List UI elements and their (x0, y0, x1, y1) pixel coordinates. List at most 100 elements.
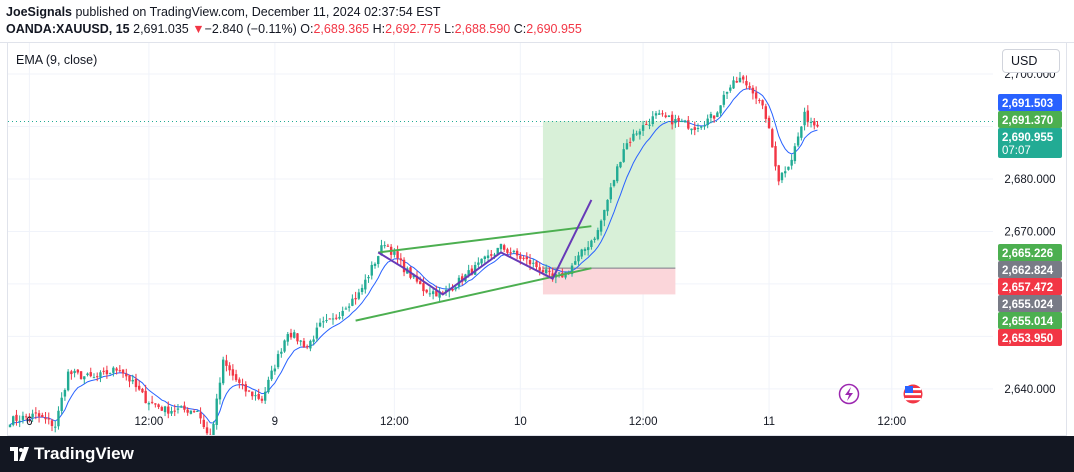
candle-body (212, 423, 215, 435)
candle (92, 373, 96, 379)
candle-body (738, 77, 742, 83)
price-change: −2.840 (−0.11%) (204, 22, 297, 36)
candle (270, 365, 273, 382)
candle (428, 287, 432, 297)
candle-body (254, 395, 257, 397)
currency-button[interactable]: USD (1002, 49, 1060, 73)
upper-trendline (378, 225, 592, 254)
candle-body (745, 81, 748, 86)
candle (125, 368, 128, 381)
candle-body (312, 339, 315, 342)
candle-body (664, 115, 667, 118)
candle (192, 408, 196, 413)
pattern-zigzag (377, 199, 593, 296)
candle-body (544, 269, 548, 274)
lower-trendline (355, 267, 592, 322)
candle-body (412, 274, 415, 278)
candle (115, 367, 118, 375)
candle-body (625, 143, 629, 150)
candle-body (202, 419, 205, 428)
candle-body (557, 272, 561, 274)
candle (260, 395, 264, 404)
candle-body (761, 100, 764, 106)
candle-body (31, 413, 34, 418)
candle (599, 219, 603, 236)
candle (108, 372, 112, 375)
candle-body (92, 377, 96, 379)
chart-pane[interactable]: 2,700.0002,690.0002,680.0002,670.0002,66… (7, 43, 1067, 436)
candle (732, 76, 735, 89)
target-zone (542, 121, 676, 269)
candle-body (593, 238, 596, 241)
candle-body (73, 370, 76, 374)
candle (703, 122, 706, 130)
us-flag-event-icon[interactable] (903, 384, 923, 404)
close-value: 2,690.955 (526, 22, 582, 36)
candle-body (335, 317, 338, 319)
symbol-label[interactable]: OANDA:XAUUSD, 15 (6, 22, 130, 36)
candle-body (506, 249, 509, 253)
candle-body (796, 136, 800, 146)
candle-body (315, 327, 319, 339)
candle (396, 245, 399, 265)
candle-body (12, 416, 15, 425)
candle-body (218, 382, 222, 400)
ohlc-line: OANDA:XAUUSD, 15 2,691.035 ▼−2.840 (−0.1… (6, 22, 582, 36)
candle (244, 381, 247, 397)
candle-body (493, 254, 496, 256)
candle (806, 105, 810, 127)
candle-body (628, 141, 632, 143)
candle-body (619, 161, 622, 168)
candle-body (683, 120, 687, 123)
candle-body (670, 114, 674, 125)
candle-body (102, 370, 105, 372)
candle (771, 127, 774, 148)
price-tag-countdown: 07:07 (1002, 145, 1031, 157)
candle-body (322, 321, 325, 323)
candle (205, 421, 209, 435)
ema-indicator-label[interactable]: EMA (9, close) (16, 53, 98, 67)
candle-body (160, 407, 164, 411)
candle-body (496, 247, 499, 255)
candle (622, 143, 625, 163)
candle (234, 369, 238, 382)
candle-body (399, 258, 403, 261)
candle (289, 328, 293, 340)
candle-body (548, 270, 551, 272)
candle (764, 103, 768, 123)
candle (570, 263, 574, 277)
candle (331, 313, 335, 325)
candle (477, 257, 480, 268)
candle (286, 331, 289, 346)
price-tag-value: 2,665.226 (1002, 248, 1053, 260)
candle (538, 262, 541, 276)
candle-body (616, 166, 619, 182)
price-tag-value: 2,691.503 (1002, 98, 1053, 110)
candle-body (247, 390, 251, 392)
candle (263, 387, 267, 404)
author-name[interactable]: JoeSignals (6, 5, 72, 19)
candle (399, 253, 403, 267)
candle-body (732, 80, 735, 89)
candle-body (354, 298, 357, 300)
y-tick-label: 2,680.000 (1004, 174, 1055, 186)
candle-body (157, 404, 160, 408)
candle-body (441, 292, 445, 294)
candle-body (238, 379, 241, 383)
candle (54, 420, 57, 433)
open-label: O: (300, 22, 314, 36)
candle-body (551, 273, 554, 278)
candle (761, 99, 764, 110)
candlestick-chart[interactable]: 2,700.0002,690.0002,680.0002,670.0002,66… (8, 43, 1067, 436)
candle-body (289, 332, 293, 338)
candle-body (70, 371, 73, 375)
candle (12, 415, 15, 427)
candle (800, 126, 803, 141)
x-tick-label: 11 (763, 416, 775, 428)
candle (512, 249, 516, 254)
lightning-event-icon[interactable] (838, 383, 860, 405)
candle (293, 329, 296, 339)
x-tick-label: 12:00 (877, 416, 906, 428)
candle (696, 123, 700, 133)
candle-body (154, 403, 157, 405)
